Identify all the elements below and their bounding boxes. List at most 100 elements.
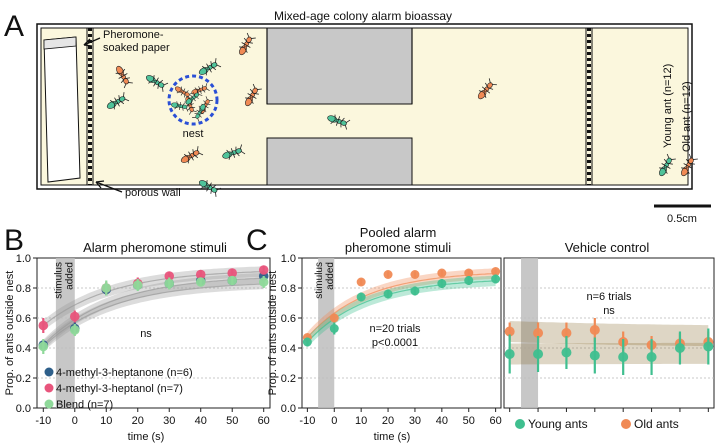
x-tick-label: 50 (226, 415, 238, 427)
stimulus-band (318, 258, 335, 408)
panel-a-letter: A (4, 10, 24, 43)
legend-label: 4-methyl-3-heptanol (n=7) (56, 383, 183, 395)
x-tick-label: 0 (72, 415, 78, 427)
panel-b-frame (36, 257, 271, 409)
data-point (561, 328, 572, 338)
data-point (533, 349, 544, 359)
x-tick-label: -10 (35, 415, 51, 427)
data-point (533, 328, 544, 338)
data-point (464, 268, 474, 278)
y-tick-label: 0.6 (16, 313, 31, 325)
data-point (164, 271, 175, 281)
panel-b-title: Alarm pheromone stimuli (83, 240, 227, 255)
panel-d-title: Vehicle control (565, 240, 650, 255)
data-point (504, 326, 515, 337)
panel-d-legend: Young ants Old ants (515, 417, 679, 431)
data-point (589, 325, 600, 335)
trend-band (509, 321, 709, 347)
data-point (504, 349, 515, 359)
legend-label: 4-methyl-3-heptanone (n=6) (56, 367, 193, 379)
pheromone-paper (43, 36, 81, 183)
stimulus-band (55, 258, 75, 408)
panel-b: B Alarm pheromone stimuli stimulus added -… (4, 224, 271, 443)
panel-b-letter: B (4, 224, 24, 257)
panel-c-trials: n=20 trials (369, 323, 421, 335)
data-point (618, 352, 629, 362)
panel-c-pvalue: p<0.0001 (372, 337, 418, 349)
data-point (101, 283, 112, 293)
y-tick-label: 0.2 (281, 373, 296, 385)
x-tick-label: 40 (436, 415, 448, 427)
data-point (491, 267, 501, 276)
porous-wall-left (86, 28, 94, 185)
data-point (195, 277, 206, 287)
panel-b-plot: stimulus added -10 0 10 20 30 40 50 60 0.0 0.2 0.4 0.… (16, 253, 270, 427)
data-point (69, 325, 80, 335)
data-point (227, 275, 238, 286)
panel-b-xlabel: time (s) (128, 431, 165, 443)
data-point (38, 341, 49, 352)
data-point (164, 278, 175, 289)
old-ant-label: Old ant (n=12) (681, 81, 693, 152)
paper-label-1: Pheromone- (103, 29, 164, 41)
x-tick-label: 0 (331, 415, 337, 427)
nest-label: nest (183, 128, 204, 140)
data-point (437, 268, 447, 278)
data-point (329, 313, 339, 323)
data-point (356, 277, 366, 287)
panel-c-title-2: pheromone stimuli (345, 240, 451, 255)
y-tick-label: 0.2 (16, 373, 31, 385)
data-point (561, 347, 572, 358)
legend-marker (515, 419, 525, 429)
panel-b-ns: ns (140, 328, 152, 340)
x-tick-label: 60 (258, 415, 270, 427)
data-point (258, 265, 269, 275)
y-tick-label: 0.4 (16, 343, 31, 355)
scale-label: 0.5cm (667, 213, 697, 225)
panel-b-ylabel: Prop. of ants outside nest (4, 271, 16, 396)
data-point (195, 269, 206, 280)
x-tick-label: 50 (463, 415, 475, 427)
trend-line (42, 283, 264, 347)
porous-wall-right (585, 28, 593, 185)
legend-label: Old ants (634, 417, 679, 431)
trend-band (509, 342, 709, 365)
y-tick-label: 1.0 (281, 253, 296, 265)
panel-c: C Pooled alarm pheromone stimuli stimulu… (246, 224, 715, 443)
data-point (258, 277, 269, 287)
trend-line (42, 271, 264, 326)
panel-d-plot (504, 258, 714, 412)
x-tick-label: 30 (409, 415, 421, 427)
panel-c-plot: stimulus added -10 0 10 20 30 40 50 60 0.0 0.2 0.4 0.… (281, 253, 502, 427)
x-tick-label: 10 (355, 415, 367, 427)
young-ant-label: Young ant (n=12) (662, 64, 674, 148)
legend-marker (44, 383, 54, 393)
panel-c-ylabel: Prop. of ants outside nest (267, 271, 279, 396)
nest (167, 74, 219, 126)
data-point (356, 292, 366, 302)
obstacle-bottom (266, 137, 413, 186)
legend-marker (621, 419, 631, 429)
trend-line (306, 280, 496, 343)
x-tick-label: 40 (195, 415, 207, 427)
x-tick-label: 20 (382, 415, 394, 427)
obstacle-top (266, 27, 413, 105)
panel-c-title-1: Pooled alarm (360, 225, 437, 240)
data-point (302, 337, 312, 347)
legend-marker (44, 367, 54, 377)
y-tick-label: 0.4 (281, 343, 296, 355)
stimulus-band (521, 258, 539, 408)
data-point (464, 276, 474, 285)
trend-line (306, 272, 496, 338)
panel-d-frame (503, 257, 715, 409)
data-point (437, 279, 447, 288)
paper-arrow (83, 37, 101, 46)
legend-label: Young ants (528, 417, 588, 431)
wall-arrow (95, 181, 123, 193)
x-tick-label: 20 (132, 415, 144, 427)
stimulus-label: added (325, 262, 336, 290)
legend-label: Blend (n=7) (56, 399, 113, 411)
panel-d-ns: ns (603, 305, 615, 317)
y-tick-label: 0.6 (281, 313, 296, 325)
